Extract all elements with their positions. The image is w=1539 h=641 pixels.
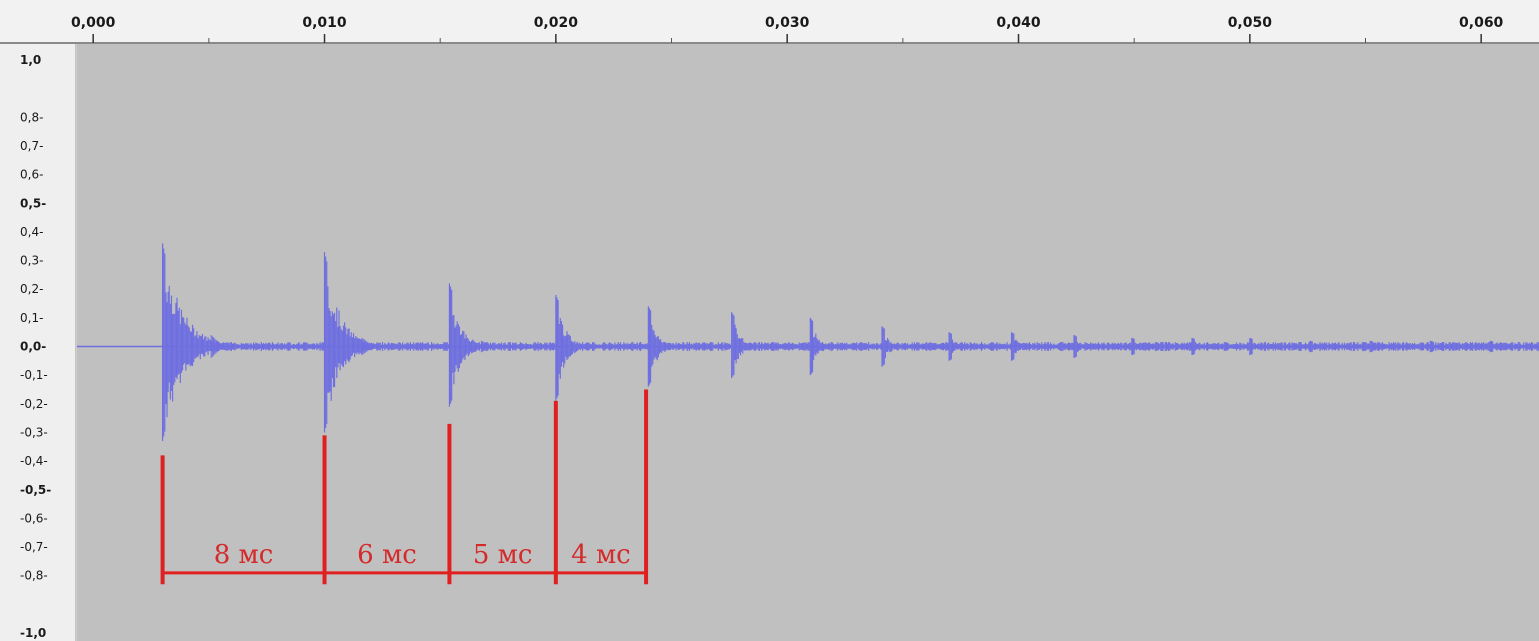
y-tick-label: -1,0 [20, 626, 46, 640]
waveform-impulse [1131, 337, 1192, 356]
y-tick-label: -0,8- [20, 569, 48, 583]
y-tick-label: 1,0 [20, 53, 41, 67]
waveform-impulse [555, 294, 648, 401]
amplitude-ruler[interactable] [0, 44, 76, 641]
interval-label: 8 мс [214, 540, 274, 570]
x-tick-label: 0,040 [996, 15, 1041, 31]
waveform-impulse [881, 326, 949, 367]
y-axis-ticks: 1,0 0,8- 0,7- 0,6- 0,5- 0,4- 0,3- 0,2- 0,1- 0,0- -… [20, 53, 51, 640]
waveform-series [161, 243, 1539, 442]
y-tick-label: -0,4- [20, 454, 48, 468]
interval-label: 5 мс [473, 540, 533, 570]
y-tick-label: -0,3- [20, 425, 48, 439]
interval-annotations: 8 мс 6 мс 5 мс 4 мс [160, 389, 649, 585]
waveform-impulse [1369, 340, 1430, 353]
time-ruler[interactable] [0, 0, 1539, 44]
x-tick-label: 0,030 [765, 15, 810, 31]
waveform-impulse [1489, 340, 1539, 353]
waveform-impulse [1191, 337, 1250, 356]
y-tick-label: 0,6- [20, 168, 43, 182]
x-tick-label: 0,050 [1228, 15, 1273, 31]
waveform-impulse [1309, 340, 1370, 353]
x-tick-label: 0,060 [1459, 15, 1504, 31]
y-tick-label: 0,7- [20, 139, 43, 153]
waveform-impulse [731, 312, 810, 379]
y-tick-label: -0,2- [20, 397, 48, 411]
x-tick-label: 0,010 [302, 15, 347, 31]
interval-label: 6 мс [357, 540, 417, 570]
waveform-impulse [948, 332, 1012, 361]
waveform-impulse [448, 283, 556, 407]
y-tick-label: 0,4- [20, 225, 43, 239]
waveform-impulse [1249, 337, 1310, 356]
y-tick-label: -0,5- [20, 483, 51, 497]
waveform-impulse [647, 306, 732, 387]
y-tick-label: 0,1- [20, 311, 43, 325]
x-tick-label: 0,020 [534, 15, 579, 31]
x-axis-ticks: 0,000 0,010 0,020 0,030 0,040 0,050 0,060 [71, 15, 1504, 43]
x-tick-label: 0,000 [71, 15, 116, 31]
waveform-impulse [1010, 332, 1074, 361]
y-tick-label: -0,7- [20, 540, 48, 554]
y-tick-label: 0,8- [20, 110, 43, 124]
y-tick-label: 0,3- [20, 254, 43, 268]
y-tick-label: -0,1- [20, 368, 48, 382]
waveform-impulse [161, 243, 325, 442]
waveform-impulse [809, 317, 882, 376]
y-tick-label: -0,6- [20, 511, 48, 525]
waveform-impulse [1429, 340, 1490, 353]
waveform-impulse [1073, 335, 1132, 358]
y-tick-label: 0,2- [20, 282, 43, 296]
interval-label: 4 мс [571, 540, 631, 570]
y-tick-label: 0,5- [20, 196, 46, 210]
y-tick-label: 0,0- [20, 340, 46, 354]
waveform-impulse [323, 251, 449, 433]
